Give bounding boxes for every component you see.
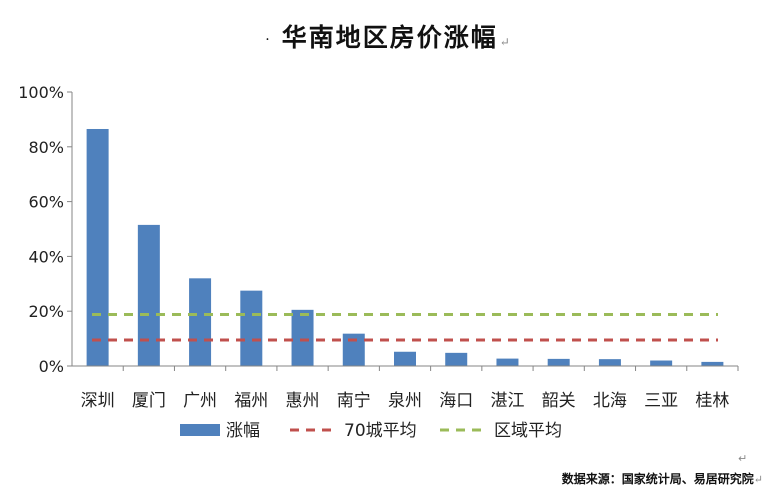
data-source-note: 数据来源：国家统计局、易居研究院↵ <box>562 470 763 487</box>
bar <box>240 290 263 366</box>
y-tick-label: 100% <box>18 83 64 102</box>
paragraph-mark-icon: ↵ <box>738 452 748 465</box>
x-axis: 深圳 厦门 广州 福州 惠州 南宁 泉州 海口 湛江 韶关 北海 三亚 桂林 <box>72 365 739 411</box>
bar <box>394 351 416 366</box>
x-tick-label: 三亚 <box>644 391 678 411</box>
legend: 涨幅 70城平均 区域平均 <box>180 421 562 441</box>
bar <box>701 361 724 366</box>
y-tick-label: 60% <box>28 193 64 212</box>
legend-swatch-bar <box>180 424 220 436</box>
x-tick-label: 广州 <box>183 391 217 411</box>
data-source-text: 数据来源：国家统计局、易居研究院 <box>561 472 754 486</box>
bar <box>86 128 109 366</box>
paragraph-mark-icon: ↵ <box>753 473 763 486</box>
bar <box>598 359 621 366</box>
y-axis: 0% 20% 40% 60% 80% 100% <box>18 83 73 376</box>
y-tick-label: 40% <box>28 247 64 266</box>
y-tick-label: 20% <box>28 302 64 321</box>
chart-title-text: 华南地区房价涨幅 <box>281 23 498 52</box>
paragraph-mark-icon: ↵ <box>499 35 512 49</box>
bar <box>496 358 519 366</box>
x-tick-label: 南宁 <box>337 391 371 411</box>
x-tick-label: 泉州 <box>388 391 422 411</box>
bar <box>547 358 570 366</box>
legend-label: 区域平均 <box>494 421 562 441</box>
reference-lines <box>92 312 718 342</box>
bar <box>342 333 365 366</box>
x-tick-label: 北海 <box>593 391 627 411</box>
x-tick-label: 海口 <box>439 391 473 411</box>
legend-label: 70城平均 <box>344 421 417 441</box>
chart-title: · 华南地区房价涨幅 ↵ <box>0 18 777 54</box>
y-tick-label: 80% <box>28 138 64 157</box>
bar <box>445 352 468 366</box>
bar <box>137 224 160 366</box>
x-tick-label: 桂林 <box>695 391 729 411</box>
y-tick-label: 0% <box>39 357 64 376</box>
bar <box>189 278 212 366</box>
x-tick-label: 湛江 <box>490 391 524 411</box>
legend-label: 涨幅 <box>226 421 260 441</box>
x-tick-label: 韶关 <box>542 391 576 411</box>
title-bullet: · <box>265 31 272 48</box>
bar <box>650 360 673 366</box>
bars <box>86 128 724 366</box>
x-tick-label: 深圳 <box>81 391 115 411</box>
x-tick-label: 福州 <box>234 391 268 411</box>
x-tick-label: 惠州 <box>286 391 320 411</box>
x-tick-label: 厦门 <box>132 391 166 411</box>
bar <box>291 309 314 366</box>
